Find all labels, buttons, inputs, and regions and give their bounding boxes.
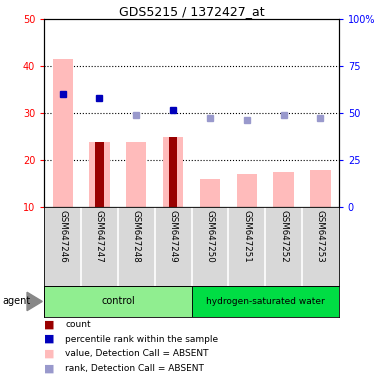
Bar [200,179,220,207]
Bar [95,142,104,207]
Bar [192,286,339,317]
Bar [44,286,192,317]
Text: control: control [101,296,135,306]
Text: value, Detection Call = ABSENT: value, Detection Call = ABSENT [65,349,209,358]
Text: ■: ■ [44,319,55,329]
Text: GSM647251: GSM647251 [242,210,251,263]
Text: GSM647247: GSM647247 [95,210,104,263]
Bar [273,172,294,207]
Text: hydrogen-saturated water: hydrogen-saturated water [206,297,325,306]
Bar [169,137,177,207]
Bar [53,59,73,207]
Polygon shape [27,292,42,311]
Text: ■: ■ [44,334,55,344]
Text: GSM647253: GSM647253 [316,210,325,263]
Text: agent: agent [2,296,30,306]
Bar [163,137,183,207]
Bar [126,142,146,207]
Text: rank, Detection Call = ABSENT: rank, Detection Call = ABSENT [65,364,204,373]
Text: ■: ■ [44,349,55,359]
Text: GSM647250: GSM647250 [206,210,214,263]
Text: GSM647252: GSM647252 [279,210,288,263]
Text: percentile rank within the sample: percentile rank within the sample [65,334,219,344]
Title: GDS5215 / 1372427_at: GDS5215 / 1372427_at [119,5,264,18]
Bar [310,170,330,207]
Bar [237,174,257,207]
Text: ■: ■ [44,363,55,373]
Text: GSM647248: GSM647248 [132,210,141,263]
Text: count: count [65,320,91,329]
Bar [89,142,110,207]
Text: GSM647249: GSM647249 [169,210,177,262]
Text: GSM647246: GSM647246 [58,210,67,263]
